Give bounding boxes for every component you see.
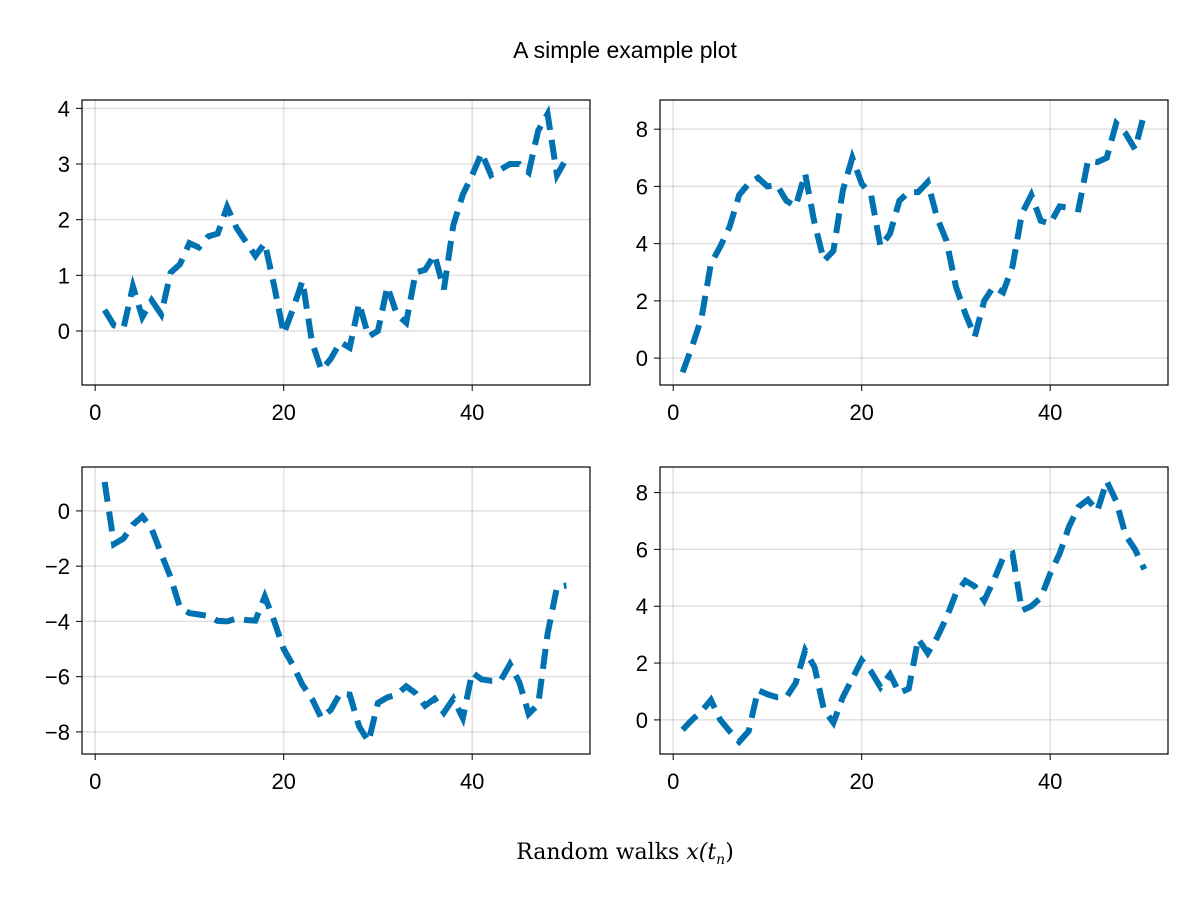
axes-frame	[81, 466, 591, 755]
y-tick-label: 0	[58, 499, 70, 524]
axes-frame	[659, 99, 1169, 386]
x-axis-label-math: x(t	[686, 840, 716, 865]
y-tick-label: 4	[636, 232, 648, 257]
series-line	[680, 473, 1148, 747]
y-tick-label: 3	[58, 152, 70, 177]
y-tick-label: −8	[45, 720, 70, 745]
y-tick-label: 2	[636, 651, 648, 676]
x-tick-label: 20	[849, 769, 873, 794]
subplot-1: 0 20 40 0 1 2 3 4	[58, 96, 591, 425]
figure-title: A simple example plot	[513, 37, 737, 63]
y-tick-label: 4	[636, 594, 648, 619]
y-tick-label: 8	[636, 481, 648, 506]
subplot-2: 0 20 40 0 2 4 6 8	[636, 99, 1169, 425]
x-tick-label: 0	[89, 769, 101, 794]
x-axis-label-close: )	[725, 840, 734, 865]
y-tick-label: −6	[45, 665, 70, 690]
y-tick-label: −2	[45, 554, 70, 579]
y-tick-label: 2	[58, 208, 70, 233]
x-tick-label: 0	[667, 769, 679, 794]
subplot-4: 0 20 40 0 2 4 6 8	[636, 466, 1169, 794]
y-tick-label: −4	[45, 609, 70, 634]
y-tick-label: 0	[636, 346, 648, 371]
series-line	[679, 112, 1148, 374]
x-tick-label: 0	[667, 400, 679, 425]
x-tick-label: 40	[1038, 400, 1062, 425]
x-axis-label: Random walks x(tn)	[516, 840, 734, 868]
y-tick-label: 6	[636, 174, 648, 199]
x-axis-label-subscript: n	[716, 852, 725, 868]
y-tick-label: 0	[636, 708, 648, 733]
y-tick-label: 2	[636, 289, 648, 314]
x-axis-label-text: Random walks	[516, 840, 686, 865]
subplot-3: 0 20 40 0 −2 −4 −6 −8	[45, 466, 591, 794]
x-tick-label: 20	[271, 400, 295, 425]
x-tick-label: 0	[89, 400, 101, 425]
y-tick-label: 0	[58, 319, 70, 344]
x-tick-label: 20	[271, 769, 295, 794]
x-tick-label: 20	[849, 400, 873, 425]
axes-frame	[81, 99, 591, 386]
series-line	[102, 104, 570, 377]
axes-frame	[659, 466, 1169, 755]
x-tick-label: 40	[1038, 769, 1062, 794]
x-tick-label: 40	[460, 769, 484, 794]
y-tick-label: 8	[636, 117, 648, 142]
series-line	[101, 481, 567, 750]
y-tick-label: 4	[58, 96, 70, 121]
y-tick-label: 6	[636, 537, 648, 562]
y-tick-label: 1	[58, 263, 70, 288]
x-tick-label: 40	[460, 400, 484, 425]
